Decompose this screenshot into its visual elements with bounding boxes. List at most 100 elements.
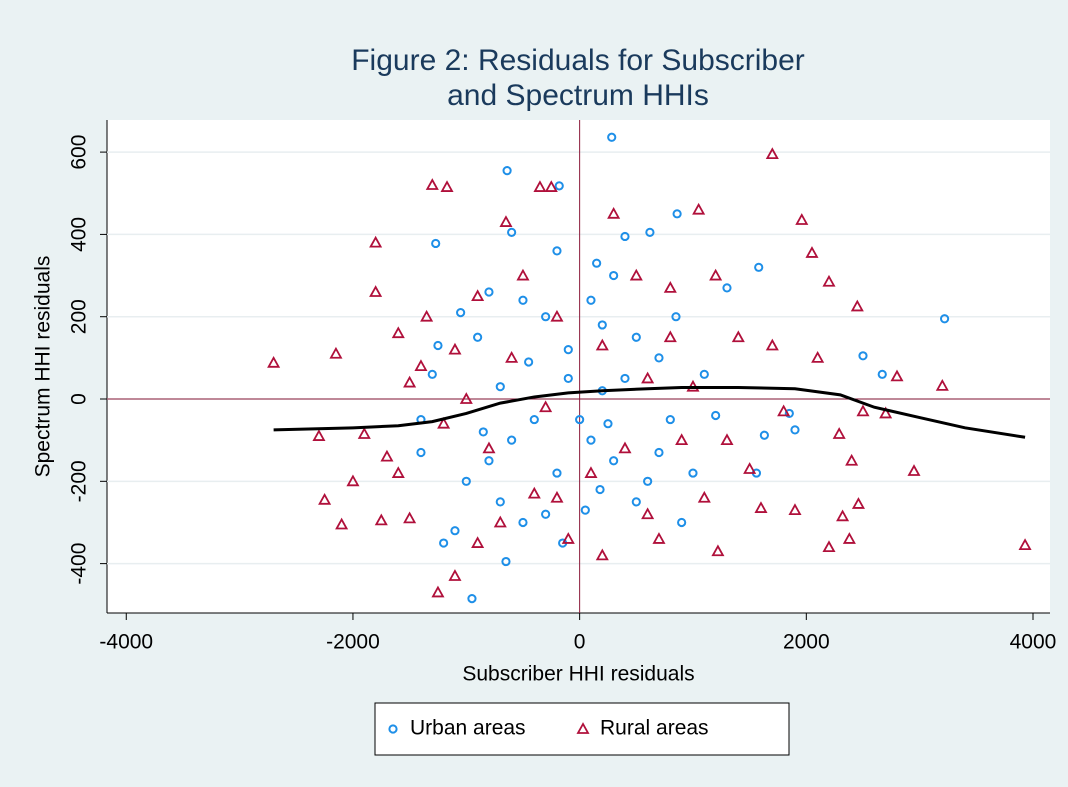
point bbox=[609, 270, 619, 281]
point bbox=[836, 509, 850, 522]
point bbox=[754, 501, 768, 513]
point bbox=[607, 132, 617, 142]
point bbox=[671, 312, 681, 322]
point bbox=[597, 320, 607, 330]
point bbox=[603, 419, 613, 429]
point bbox=[416, 447, 426, 458]
point bbox=[431, 238, 441, 249]
point bbox=[437, 416, 451, 429]
point bbox=[518, 517, 528, 528]
x-tick-label: 2000 bbox=[783, 631, 830, 654]
point bbox=[620, 373, 630, 384]
point bbox=[380, 449, 394, 462]
legend-box bbox=[374, 702, 790, 756]
point bbox=[777, 404, 791, 417]
point bbox=[403, 375, 417, 388]
point bbox=[529, 414, 539, 425]
point bbox=[688, 468, 698, 478]
x-axis-title: Subscriber HHI residuals bbox=[462, 663, 694, 686]
point bbox=[440, 180, 454, 192]
point bbox=[607, 206, 621, 219]
point bbox=[788, 503, 802, 516]
point bbox=[563, 373, 573, 384]
x-tick-label: 4000 bbox=[1010, 631, 1057, 654]
point bbox=[550, 309, 564, 322]
point bbox=[842, 532, 856, 544]
point bbox=[461, 476, 471, 486]
point bbox=[575, 414, 585, 425]
point bbox=[427, 369, 437, 379]
point bbox=[374, 513, 388, 526]
point bbox=[473, 332, 483, 342]
point bbox=[620, 231, 630, 242]
point bbox=[631, 332, 641, 342]
point bbox=[484, 287, 494, 297]
point bbox=[784, 408, 794, 419]
point bbox=[524, 357, 534, 367]
point bbox=[554, 181, 564, 191]
y-tick-label: 600 bbox=[68, 135, 91, 170]
point bbox=[433, 340, 443, 351]
point bbox=[346, 474, 360, 487]
point bbox=[505, 351, 519, 363]
point bbox=[467, 593, 477, 604]
legend-label: Urban areas bbox=[410, 717, 526, 740]
point bbox=[482, 441, 496, 454]
point bbox=[935, 378, 949, 391]
point bbox=[795, 213, 809, 225]
point bbox=[643, 476, 653, 486]
point bbox=[754, 262, 764, 272]
point bbox=[609, 456, 619, 466]
point bbox=[890, 369, 904, 382]
point bbox=[811, 351, 825, 363]
point bbox=[877, 369, 887, 379]
point bbox=[312, 429, 326, 441]
point bbox=[495, 382, 505, 392]
point bbox=[731, 330, 745, 343]
point bbox=[318, 492, 332, 505]
y-tick-label: -400 bbox=[68, 543, 91, 585]
point bbox=[631, 497, 641, 507]
point bbox=[595, 338, 609, 351]
point bbox=[369, 235, 383, 248]
point bbox=[765, 338, 779, 351]
point bbox=[652, 532, 666, 544]
point bbox=[501, 556, 511, 567]
fit-line bbox=[273, 385, 1026, 439]
point bbox=[722, 283, 732, 293]
point bbox=[907, 464, 921, 476]
point bbox=[495, 497, 505, 507]
point bbox=[654, 353, 664, 363]
point bbox=[518, 295, 528, 305]
point bbox=[539, 400, 553, 413]
point bbox=[832, 427, 846, 439]
point bbox=[675, 433, 689, 446]
point bbox=[677, 517, 687, 528]
point bbox=[516, 268, 530, 281]
point bbox=[672, 209, 682, 219]
chart-title: Figure 2: Residuals for Subscriber bbox=[351, 44, 805, 77]
legend-label: Rural areas bbox=[600, 717, 709, 740]
point bbox=[879, 406, 893, 419]
point bbox=[654, 447, 664, 458]
point bbox=[563, 345, 573, 355]
point bbox=[456, 307, 466, 318]
point bbox=[765, 147, 779, 160]
point bbox=[403, 511, 417, 524]
point bbox=[805, 246, 819, 258]
point bbox=[595, 548, 609, 561]
point bbox=[580, 505, 590, 515]
point bbox=[507, 435, 517, 445]
y-tick-label: -200 bbox=[68, 460, 91, 502]
point bbox=[822, 540, 836, 553]
point bbox=[329, 346, 343, 359]
point bbox=[541, 509, 551, 519]
point bbox=[561, 532, 575, 544]
point bbox=[759, 430, 769, 440]
point bbox=[550, 490, 564, 503]
point bbox=[414, 359, 428, 371]
point bbox=[544, 180, 558, 192]
point bbox=[618, 441, 632, 454]
point bbox=[586, 435, 596, 445]
